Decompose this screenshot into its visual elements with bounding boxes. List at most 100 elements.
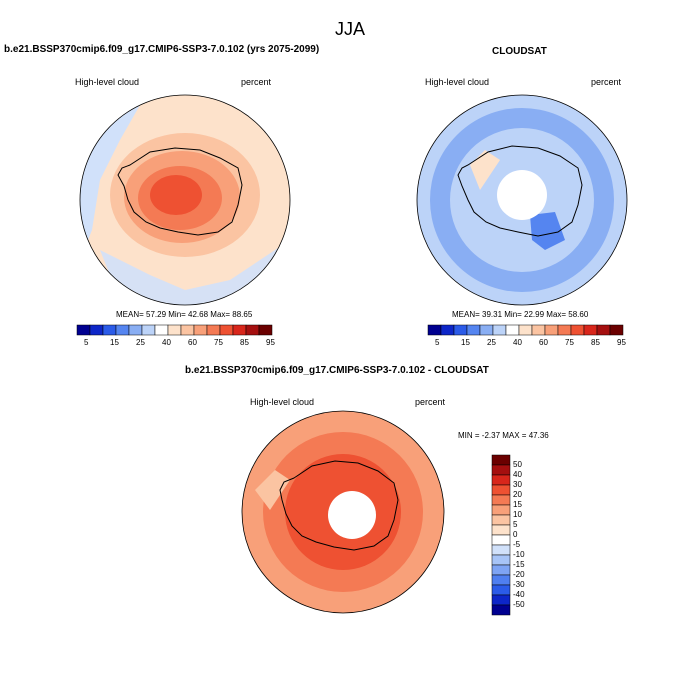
colorbar-model-box (89, 324, 104, 336)
colorbar-model-box (206, 324, 221, 336)
colorbar-model-box (102, 324, 117, 336)
colorbar-cloudsat-box (583, 324, 598, 336)
colorbar-difference-label: -20 (513, 570, 525, 579)
colorbar-cloudsat-box (609, 324, 624, 336)
colorbar-model-box (180, 324, 195, 336)
colorbar-model-label: 15 (110, 338, 119, 347)
panel-cloudsat-header: CLOUDSAT (492, 46, 547, 57)
cloudsat-level-3 (530, 212, 565, 250)
colorbar-cloudsat-box (440, 324, 455, 336)
colorbar-difference-label: 5 (513, 520, 518, 529)
colorbar-difference-label: 50 (513, 460, 522, 469)
panel-cloudsat-left-label: High-level cloud (425, 77, 490, 87)
model-level-4 (150, 175, 202, 215)
colorbar-model-label: 40 (162, 338, 171, 347)
colorbar-difference-box (491, 524, 511, 536)
colorbar-cloudsat-label: 75 (565, 338, 574, 347)
colorbar-model-box (193, 324, 208, 336)
colorbar-difference-label: 20 (513, 490, 522, 499)
colorbar-cloudsat-box (570, 324, 585, 336)
panel-model-left-label: High-level cloud (75, 77, 140, 87)
colorbar-model-box (258, 324, 273, 336)
colorbar-model-label: 60 (188, 338, 197, 347)
diff-pole-hole (328, 491, 376, 539)
colorbar-model (76, 324, 273, 336)
cloudsat-level-2 (470, 150, 500, 190)
colorbar-difference-box (491, 584, 511, 596)
colorbar-difference-label: 10 (513, 510, 522, 519)
colorbar-cloudsat (427, 324, 624, 336)
colorbar-model-box (167, 324, 182, 336)
panel-model-right-label: percent (241, 77, 272, 87)
colorbar-model-box (141, 324, 156, 336)
colorbar-cloudsat-box (544, 324, 559, 336)
colorbar-model-label: 85 (240, 338, 249, 347)
colorbar-difference-label: 0 (513, 530, 518, 539)
colorbar-cloudsat-box (453, 324, 468, 336)
colorbar-model-label: 5 (84, 338, 89, 347)
colorbar-model-box (115, 324, 130, 336)
colorbar-model-box (128, 324, 143, 336)
colorbar-difference-box (491, 454, 511, 466)
cloudsat-antarctica-coastline (457, 145, 583, 237)
map-cloudsat (416, 94, 628, 306)
panel-diff-stats: MIN = -2.37 MAX = 47.36 (458, 431, 549, 440)
diff-antarctica-coastline (279, 460, 399, 551)
colorbar-difference (491, 454, 511, 616)
colorbar-difference-box (491, 534, 511, 546)
panel-model-header: b.e21.BSSP370cmip6.f09_g17.CMIP6-SSP3-7.… (4, 44, 320, 55)
colorbar-cloudsat-box (492, 324, 507, 336)
colorbar-model-label: 25 (136, 338, 145, 347)
panel-model-stats: MEAN= 57.29 Min= 42.68 Max= 88.65 (116, 310, 253, 319)
colorbar-cloudsat-label: 40 (513, 338, 522, 347)
colorbar-cloudsat-box (505, 324, 520, 336)
colorbar-cloudsat-label: 85 (591, 338, 600, 347)
colorbar-cloudsat-box (427, 324, 442, 336)
colorbar-difference-label: -5 (513, 540, 521, 549)
colorbar-model-label: 95 (266, 338, 275, 347)
colorbar-model-box (76, 324, 91, 336)
colorbar-model-box (219, 324, 234, 336)
cloudsat-pole-hole (497, 170, 547, 220)
colorbar-cloudsat-box (518, 324, 533, 336)
model-antarctica-coastline (117, 147, 243, 236)
colorbar-cloudsat-box (466, 324, 481, 336)
colorbar-difference-box (491, 494, 511, 506)
colorbar-cloudsat-label: 15 (461, 338, 470, 347)
colorbar-difference-box (491, 464, 511, 476)
diff-ocean-patch (255, 470, 290, 510)
panel-diff-right-label: percent (415, 397, 446, 407)
panel-cloudsat-right-label: percent (591, 77, 622, 87)
colorbar-cloudsat-label: 25 (487, 338, 496, 347)
colorbar-cloudsat-box (531, 324, 546, 336)
colorbar-cloudsat-label: 5 (435, 338, 440, 347)
colorbar-difference-label: -10 (513, 550, 525, 559)
colorbar-model-box (245, 324, 260, 336)
colorbar-difference-label: -40 (513, 590, 525, 599)
colorbar-cloudsat-box (479, 324, 494, 336)
panel-diff-left-label: High-level cloud (250, 397, 315, 407)
colorbar-model-box (154, 324, 169, 336)
colorbar-difference-box (491, 604, 511, 616)
colorbar-difference-label: -30 (513, 580, 525, 589)
colorbar-cloudsat-label: 95 (617, 338, 626, 347)
colorbar-difference-label: 40 (513, 470, 522, 479)
colorbar-difference-label: 30 (513, 480, 522, 489)
page-title: JJA (335, 19, 366, 39)
panel-cloudsat-stats: MEAN= 39.31 Min= 22.99 Max= 58.60 (452, 310, 589, 319)
colorbar-difference-label: -15 (513, 560, 525, 569)
colorbar-cloudsat-box (596, 324, 611, 336)
colorbar-difference-box (491, 554, 511, 566)
colorbar-difference-box (491, 504, 511, 516)
colorbar-difference-box (491, 564, 511, 576)
map-difference (241, 410, 445, 614)
colorbar-difference-label: -50 (513, 600, 525, 609)
colorbar-difference-box (491, 594, 511, 606)
colorbar-cloudsat-label: 60 (539, 338, 548, 347)
colorbar-difference-box (491, 484, 511, 496)
colorbar-difference-box (491, 544, 511, 556)
colorbar-cloudsat-box (557, 324, 572, 336)
colorbar-difference-box (491, 514, 511, 526)
colorbar-model-box (232, 324, 247, 336)
